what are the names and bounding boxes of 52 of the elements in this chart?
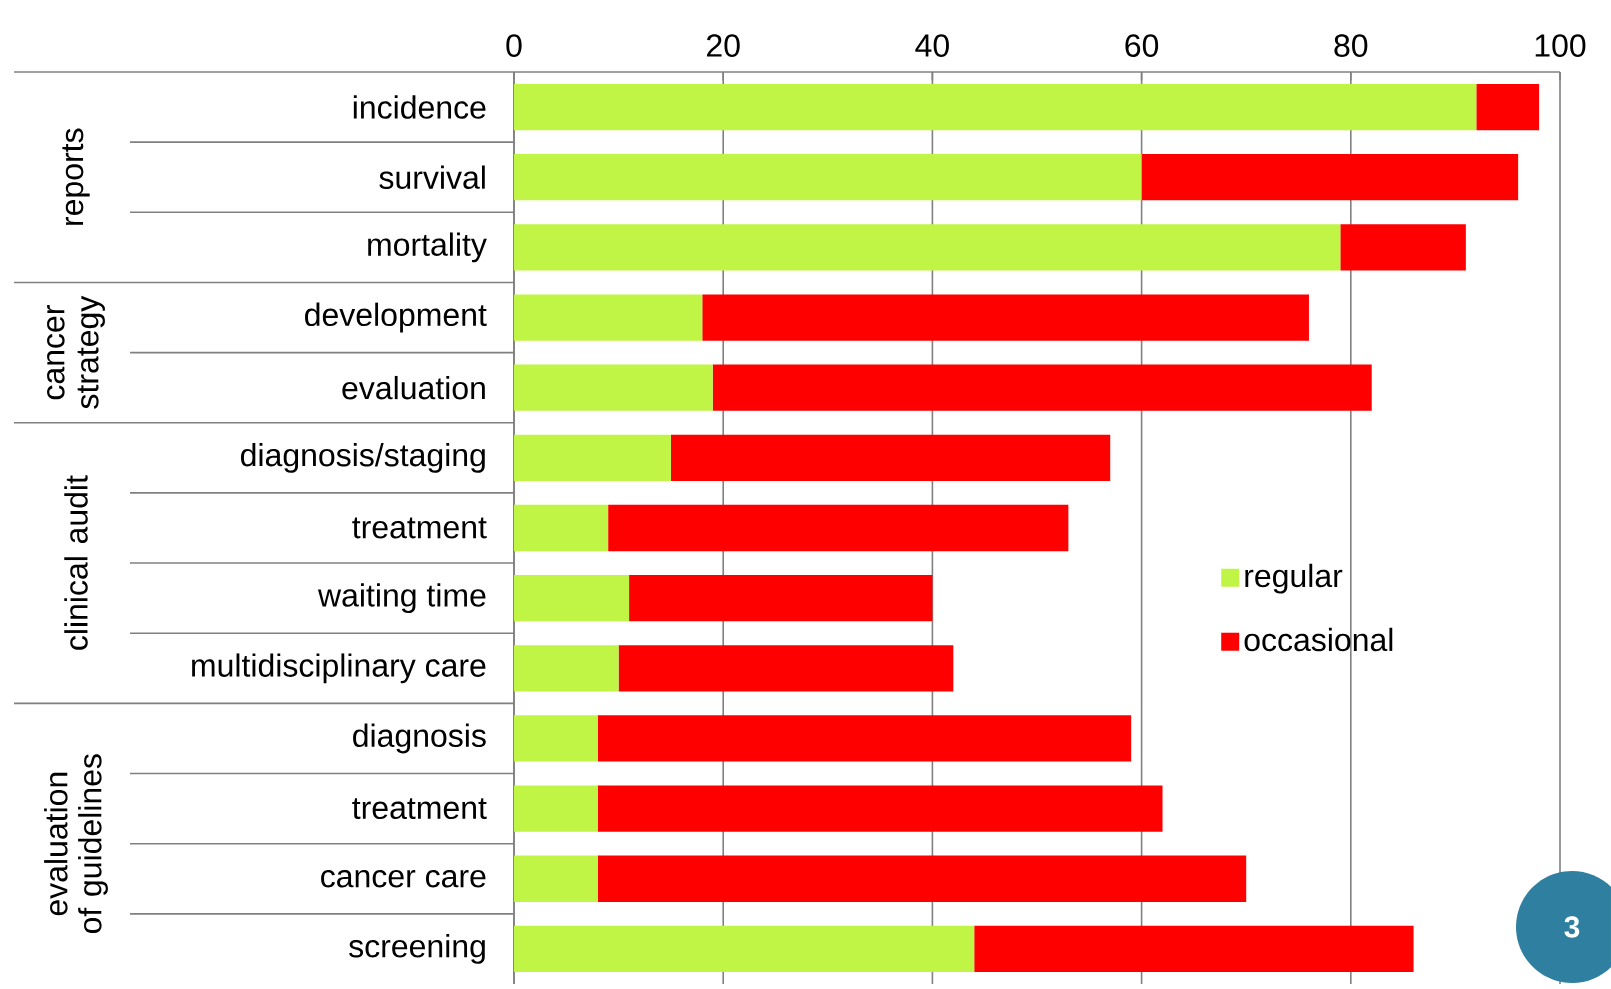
- x-tick-label: 80: [1334, 34, 1368, 57]
- bar: [514, 434, 671, 481]
- y-tick-label: mortality: [368, 232, 487, 263]
- bar: [514, 855, 598, 902]
- bar: [597, 855, 1247, 902]
- y-tick-label: diagnosis: [353, 723, 486, 754]
- bar: [514, 645, 619, 692]
- bar: [1340, 224, 1466, 271]
- bar: [1476, 83, 1540, 131]
- bar: [514, 364, 713, 411]
- text: clinical audit: [64, 475, 88, 650]
- y-tick-label: survival: [379, 165, 485, 189]
- text: evaluation of guidelines: [44, 754, 108, 934]
- x-tick-label: 100: [1535, 34, 1586, 57]
- bar: [514, 154, 1142, 201]
- bar: [514, 574, 630, 622]
- bar: [974, 925, 1414, 973]
- text: reports: [62, 128, 90, 225]
- bar: [514, 504, 609, 552]
- bar: [702, 294, 1309, 341]
- y-tick-label: waiting time: [317, 583, 486, 614]
- legend-label: regular: [1245, 563, 1343, 594]
- bar: [608, 504, 1069, 552]
- y-tick-label: multidisciplinary care: [192, 653, 486, 684]
- bar: [712, 364, 1372, 411]
- y-tick-label: screening: [349, 934, 485, 964]
- y-tick-label: treatment: [352, 798, 487, 820]
- y-tick-label: incidence: [353, 95, 486, 119]
- x-tick-label: 40: [915, 34, 949, 57]
- x-tick-label: 20: [707, 34, 740, 57]
- y-tick-label: evaluation: [342, 375, 485, 400]
- bar: [618, 645, 954, 692]
- bar: [597, 715, 1132, 762]
- bar: [597, 785, 1163, 832]
- y-tick-label: diagnosis/staging: [241, 442, 485, 473]
- bar: [629, 574, 933, 622]
- legend-label: occasional: [1244, 627, 1393, 652]
- text: 3: [1564, 916, 1580, 938]
- bar: [514, 715, 598, 762]
- x-tick-label: 60: [1125, 34, 1159, 57]
- y-tick-label: cancer care: [321, 869, 486, 888]
- bar: [514, 294, 703, 341]
- bar: [514, 83, 1477, 131]
- bar: [1141, 154, 1519, 201]
- x-tick-label: 0: [506, 34, 522, 57]
- y-tick-label: development: [305, 302, 487, 333]
- bar: [514, 785, 598, 832]
- bar: [670, 434, 1111, 481]
- bar: [514, 925, 975, 973]
- text: cancer strategy: [47, 295, 105, 409]
- y-tick-label: treatment: [352, 517, 487, 539]
- bar: [514, 224, 1341, 271]
